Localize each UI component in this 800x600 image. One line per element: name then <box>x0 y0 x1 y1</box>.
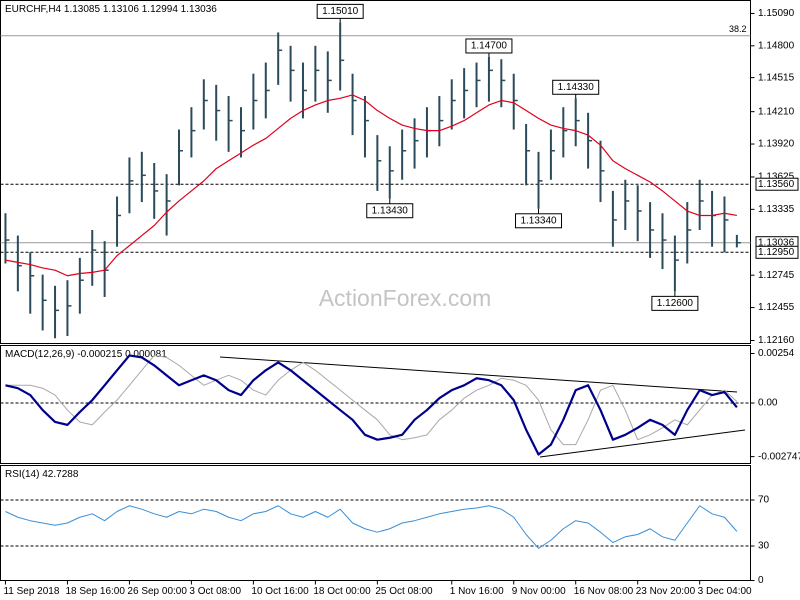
macd-line <box>5 354 738 456</box>
y-tick-label: 30 <box>758 541 770 552</box>
y-tick-label: 0.00254 <box>758 348 795 359</box>
watermark: ActionForex.com <box>319 285 492 311</box>
x-tick-label: 9 Nov 00:00 <box>512 586 566 597</box>
y-tick-label: 1.15090 <box>758 8 795 19</box>
level-label: 1.13560 <box>758 179 795 190</box>
panel-frame <box>0 345 751 464</box>
x-tick-label: 3 Oct 08:00 <box>189 586 241 597</box>
y-tick-label: 70 <box>758 495 770 506</box>
panel-frame <box>0 465 751 581</box>
macd-line <box>5 354 738 446</box>
y-tick-label: 1.13335 <box>758 204 795 215</box>
level-label: 38.2 <box>729 24 747 34</box>
x-tick-label: 18 Sep 16:00 <box>65 586 125 597</box>
level-label: 1.12950 <box>758 247 795 258</box>
x-tick-label: 18 Oct 00:00 <box>313 586 371 597</box>
x-tick-label: 11 Sep 2018 <box>3 586 59 597</box>
y-tick-label: 0 <box>758 575 764 586</box>
x-tick-label: 16 Nov 08:00 <box>574 586 634 597</box>
x-tick-label: 10 Oct 16:00 <box>251 586 309 597</box>
annotation-box <box>651 295 699 311</box>
x-tick-label: 26 Sep 00:00 <box>127 586 187 597</box>
y-tick-label: 1.12455 <box>758 302 795 313</box>
x-tick-label: 23 Nov 20:00 <box>636 586 696 597</box>
panel-frame <box>0 0 751 344</box>
annotation-box <box>552 79 600 95</box>
panel-title: MACD(12,26,9) -0.000215 0.000081 <box>5 349 167 360</box>
annotation-box <box>316 3 364 19</box>
x-tick-label: 3 Dec 04:00 <box>698 586 752 597</box>
annotation-label: 1.14330 <box>558 82 595 93</box>
y-tick-label: -0.002747 <box>758 451 800 462</box>
y-tick-label: 1.14210 <box>758 106 795 117</box>
annotation-box <box>366 203 414 219</box>
moving-average <box>5 94 737 277</box>
y-tick-label: 1.13920 <box>758 139 795 150</box>
y-tick-label: 1.12745 <box>758 270 795 281</box>
rsi-line <box>5 505 738 549</box>
annotation-label: 1.15010 <box>322 6 359 17</box>
y-tick-label: 1.14800 <box>758 40 795 51</box>
level-label-box <box>755 177 799 191</box>
x-tick-label: 1 Nov 16:00 <box>450 586 504 597</box>
annotation-label: 1.14700 <box>471 41 508 52</box>
y-tick-label: 0.00 <box>758 398 778 409</box>
level-label: 1.13036 <box>758 237 795 248</box>
panel-title: EURCHF,H4 1.13085 1.13106 1.12994 1.1303… <box>5 4 217 15</box>
macd-trendline <box>539 429 746 458</box>
macd-trendline <box>219 356 738 393</box>
panel-title: RSI(14) 42.7288 <box>5 469 79 480</box>
annotation-box <box>465 38 513 54</box>
y-tick-label: 1.12160 <box>758 335 795 346</box>
y-tick-label: 1.13625 <box>758 172 795 183</box>
x-tick-label: 25 Oct 08:00 <box>375 586 433 597</box>
annotation-box <box>515 213 563 229</box>
annotation-label: 1.13430 <box>372 205 409 216</box>
annotation-label: 1.13340 <box>520 215 557 226</box>
annotation-label: 1.12600 <box>657 298 694 309</box>
y-tick-label: 1.14515 <box>758 72 795 83</box>
level-label-box <box>755 245 799 259</box>
